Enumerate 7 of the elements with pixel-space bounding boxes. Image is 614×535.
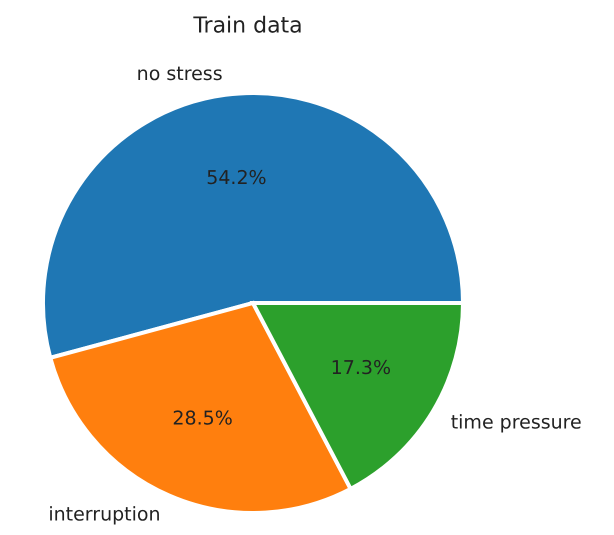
data-label: 54.2% [206,167,267,190]
chart-title: Train data [192,14,303,38]
data-label: 28.5% [172,407,233,430]
data-label: 17.3% [330,357,392,380]
slice-label: time pressure [450,411,582,434]
slice-label: interruption [48,504,161,526]
slice-label: no stress [136,63,223,86]
